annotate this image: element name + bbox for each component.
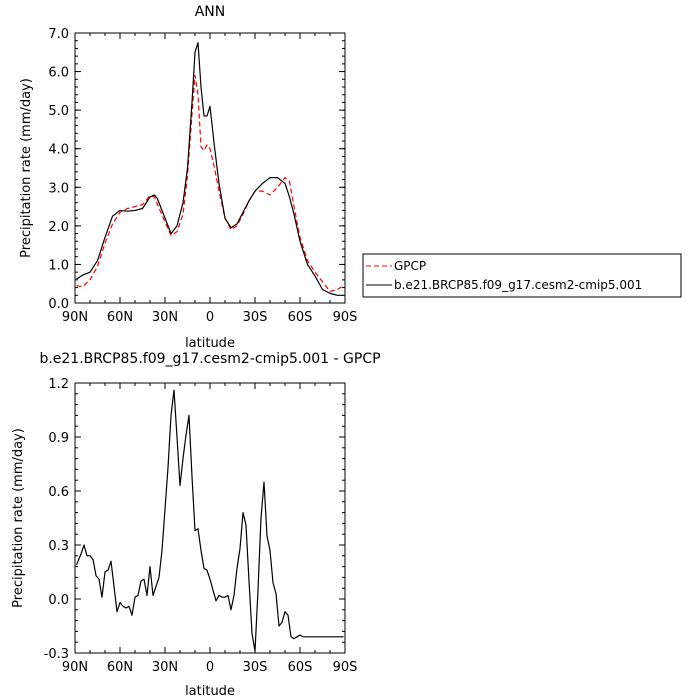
bottom-xtick-label: 30N bbox=[152, 660, 178, 675]
top-ytick-label: 2.0 bbox=[48, 220, 69, 235]
top-series-group bbox=[76, 42, 344, 296]
top-series-line-0 bbox=[76, 74, 344, 293]
top-ytick-label: 1.0 bbox=[48, 258, 69, 273]
bottom-chart-title: b.e21.BRCP85.f09_g17.cesm2-cmip5.001 - G… bbox=[39, 351, 380, 367]
bottom-xtick-label: 30S bbox=[243, 660, 268, 675]
bottom-ytick-label: 0.0 bbox=[48, 593, 69, 608]
bottom-xtick-label: 0 bbox=[206, 660, 214, 675]
top-xtick-label: 30N bbox=[152, 310, 178, 325]
top-ytick-label: 6.0 bbox=[48, 66, 69, 81]
legend-label-gpcp: GPCP bbox=[394, 259, 426, 273]
bottom-y-axis-label: Precipitation rate (mm/day) bbox=[11, 428, 26, 608]
legend: GPCP b.e21.BRCP85.f09_g17.cesm2-cmip5.00… bbox=[362, 253, 682, 298]
top-xtick-label: 60S bbox=[288, 310, 313, 325]
bottom-chart: b.e21.BRCP85.f09_g17.cesm2-cmip5.001 - G… bbox=[11, 351, 381, 699]
bottom-series-line-0 bbox=[75, 389, 344, 652]
bottom-xtick-label: 60S bbox=[288, 660, 313, 675]
bottom-series-group bbox=[75, 389, 344, 652]
bottom-ytick-label: 1.2 bbox=[48, 377, 69, 392]
top-x-axis-label: latitude bbox=[185, 336, 235, 351]
bottom-ytick-label: 0.9 bbox=[48, 431, 69, 446]
top-ytick-label: 4.0 bbox=[48, 143, 69, 158]
top-series-line-1 bbox=[76, 42, 344, 296]
top-ytick-label: 5.0 bbox=[48, 104, 69, 119]
top-ytick-label: 3.0 bbox=[48, 181, 69, 196]
bottom-y-axis-ticks: -0.3 0.0 0.3 0.6 0.9 1.2 bbox=[44, 377, 345, 662]
legend-label-model: b.e21.BRCP85.f09_g17.cesm2-cmip5.001 bbox=[394, 278, 642, 292]
top-xtick-label: 30S bbox=[243, 310, 268, 325]
top-xtick-label: 60N bbox=[107, 310, 133, 325]
bottom-xtick-label: 90S bbox=[333, 660, 358, 675]
top-y-axis-ticks: 0.0 1.0 2.0 3.0 4.0 5.0 6.0 7.0 bbox=[48, 27, 345, 312]
top-xtick-label: 90N bbox=[62, 310, 88, 325]
top-y-axis-label: Precipitation rate (mm/day) bbox=[19, 78, 34, 258]
top-ytick-label: 7.0 bbox=[48, 27, 69, 42]
top-ytick-label: 0.0 bbox=[48, 297, 69, 312]
bottom-plot-frame bbox=[74, 382, 346, 654]
bottom-ytick-label: -0.3 bbox=[44, 647, 69, 662]
top-chart-title: ANN bbox=[195, 4, 226, 20]
bottom-ytick-label: 0.3 bbox=[48, 539, 69, 554]
top-xtick-label: 90S bbox=[333, 310, 358, 325]
bottom-x-axis-ticks: 90N 60N 30N 0 30S 60S 90S bbox=[62, 383, 358, 675]
bottom-x-axis-label: latitude bbox=[185, 684, 235, 699]
bottom-xtick-label: 90N bbox=[62, 660, 88, 675]
bottom-ytick-label: 0.6 bbox=[48, 485, 69, 500]
top-xtick-label: 0 bbox=[206, 310, 214, 325]
legend-box bbox=[362, 253, 682, 298]
bottom-xtick-label: 60N bbox=[107, 660, 133, 675]
top-plot-frame bbox=[74, 32, 346, 304]
top-x-axis-ticks: 90N 60N 30N 0 30S 60S 90S bbox=[62, 33, 358, 325]
top-chart: ANN 0.0 1.0 2.0 3.0 4.0 5.0 6.0 7.0 90N 60N 30N 0 3… bbox=[19, 4, 357, 351]
